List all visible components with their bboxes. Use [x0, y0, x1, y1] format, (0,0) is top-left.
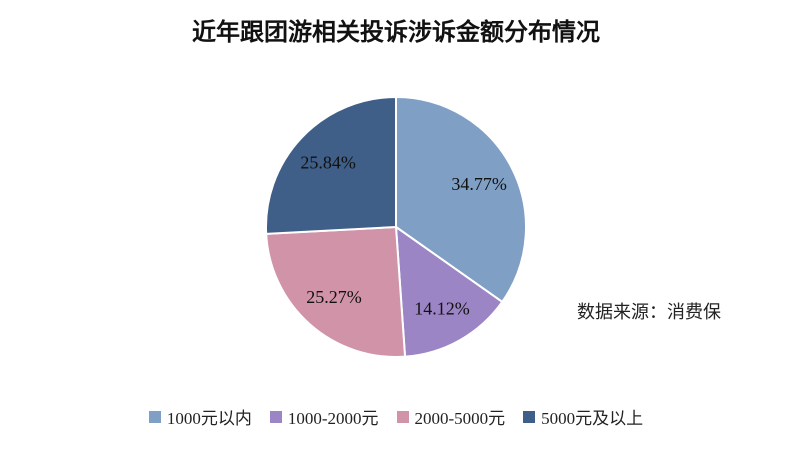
legend-label: 2000-5000元	[414, 409, 506, 428]
pie-slice-1	[394, 224, 504, 358]
legend: 1000元以内 1000-2000元 2000-5000元 5000元及以上	[0, 404, 792, 429]
slice-value-label-1: 14.12%	[414, 299, 470, 319]
legend-item-under-1000: 1000元以内	[148, 404, 252, 429]
pie-slice-0	[395, 95, 527, 304]
slice-value-label-0: 34.77%	[451, 174, 507, 194]
legend-item-1000-2000: 1000-2000元	[269, 404, 379, 429]
pie-slice-2	[265, 225, 407, 358]
legend-item-5000-plus: 5000元及以上	[523, 404, 643, 429]
legend-swatch	[269, 410, 282, 423]
chart-title: 近年跟团游相关投诉涉诉金额分布情况	[192, 18, 600, 46]
legend-label: 1000-2000元	[287, 409, 379, 428]
data-source-note: 数据来源：消费保	[577, 302, 721, 323]
slice-value-label-2: 25.27%	[306, 287, 362, 307]
legend-label: 5000元及以上	[541, 409, 644, 428]
legend-swatch	[396, 410, 409, 423]
legend-swatch	[148, 410, 161, 423]
pie-slice-3	[265, 95, 397, 235]
legend-swatch	[523, 410, 536, 423]
legend-label: 1000元以内	[166, 409, 252, 428]
slice-value-label-3: 25.84%	[300, 153, 356, 173]
legend-item-2000-5000: 2000-5000元	[396, 404, 506, 429]
